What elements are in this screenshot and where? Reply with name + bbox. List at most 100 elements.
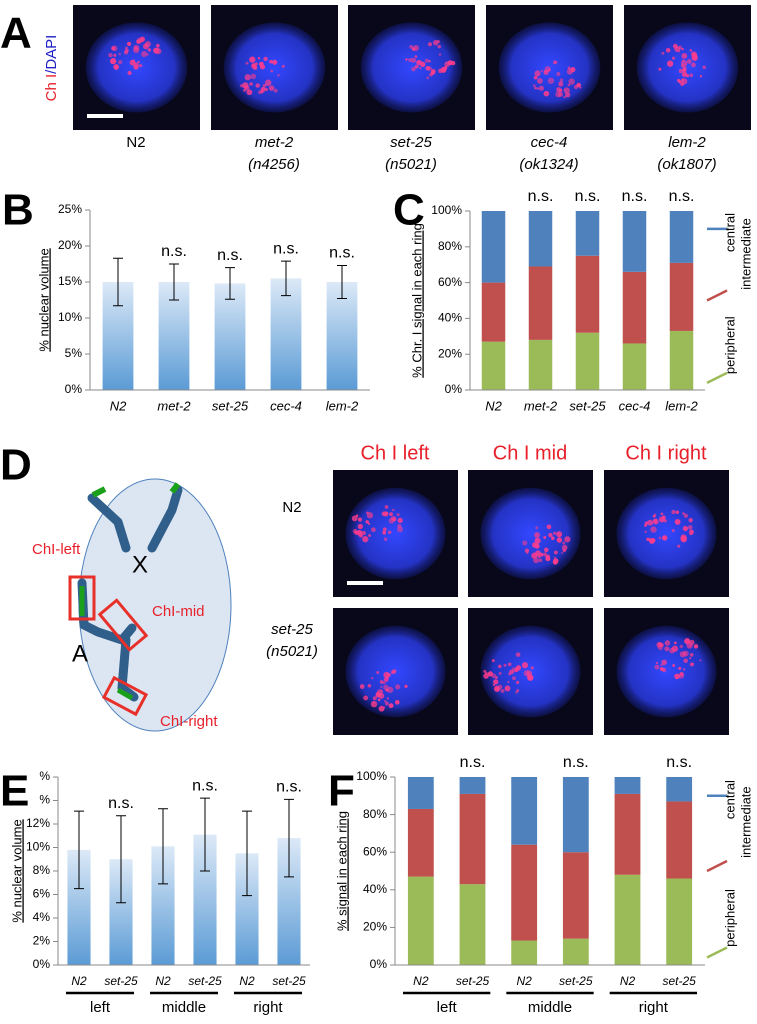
bar <box>67 849 91 965</box>
signal-spot <box>689 529 694 535</box>
signal-spot <box>137 60 140 64</box>
signal-spot <box>507 662 512 667</box>
allele: (ok1807) <box>657 156 716 173</box>
signal-spot <box>251 63 256 68</box>
probe-box <box>68 575 96 621</box>
x-tick-label: N2 <box>110 398 127 413</box>
signal-spot <box>244 74 251 81</box>
diagram-label: ChI-mid <box>152 603 205 620</box>
signal-spot <box>664 646 670 652</box>
group-label: left <box>437 999 458 1016</box>
y-tick-label: 5% <box>65 346 83 360</box>
signal-spot <box>535 550 541 557</box>
signal-spot <box>136 39 141 44</box>
signal-spot <box>559 78 564 83</box>
signal-spot <box>500 689 505 693</box>
signal-spot <box>652 518 659 525</box>
signal-spot <box>675 510 680 514</box>
signal-spot <box>658 536 662 540</box>
signal-spot <box>419 66 422 69</box>
signal-spot <box>111 46 116 51</box>
signal-spot <box>674 519 681 525</box>
signal-spot <box>431 71 435 75</box>
signal-spot <box>689 653 694 657</box>
x-tick-label: met-2 <box>524 398 558 413</box>
y-tick-label: 60% <box>438 275 462 289</box>
signal-spot <box>404 684 408 688</box>
signal-spot <box>397 526 403 533</box>
y-tick-label: 10% <box>26 840 50 854</box>
signal-spot <box>438 53 442 56</box>
signal-spot <box>257 57 261 60</box>
signal-spot <box>408 58 412 62</box>
signal-spot <box>370 700 378 708</box>
signal-spot <box>521 662 529 669</box>
signal-spot <box>530 666 534 670</box>
row-label: set-25 <box>271 621 313 638</box>
signal-spot <box>532 84 536 87</box>
signal-spot <box>414 55 418 58</box>
signal-spot <box>544 547 549 553</box>
signal-spot <box>386 697 390 700</box>
signal-spot <box>679 651 686 658</box>
signal-spot <box>386 686 394 693</box>
bar-segment <box>614 777 641 794</box>
caption: N2 <box>126 134 145 151</box>
signal-spot <box>110 58 117 65</box>
signal-spot <box>689 639 695 645</box>
stain-ch: Ch I <box>43 74 60 102</box>
signal-spot <box>553 550 558 555</box>
caption: set-25 <box>390 134 432 151</box>
signal-spot <box>649 538 655 544</box>
signal-spot <box>685 74 690 78</box>
bar-segment <box>528 339 553 390</box>
signal-spot <box>498 664 502 669</box>
signal-spot <box>383 677 389 682</box>
signal-spot <box>689 657 692 660</box>
signal-spot <box>678 68 683 74</box>
signal-spot <box>555 91 562 98</box>
signal-spot <box>391 508 395 512</box>
bar-segment <box>669 211 694 263</box>
signal-spot <box>362 536 369 543</box>
signal-spot <box>515 665 522 671</box>
signal-spot <box>561 551 564 555</box>
signal-spot <box>255 83 260 88</box>
annotation: n.s. <box>669 188 695 205</box>
x-chromosome <box>87 485 183 553</box>
signal-spot <box>141 51 148 58</box>
y-tick-label: 20% <box>363 920 387 934</box>
x-tick-label: N2 <box>516 974 532 988</box>
signal-spot <box>547 77 555 84</box>
bar-segment <box>459 793 486 885</box>
signal-spot <box>379 680 384 684</box>
signal-spot <box>363 695 369 701</box>
diagram-label: ChI-right <box>160 713 218 730</box>
x-tick-label: lem-2 <box>665 398 698 413</box>
bar-segment <box>614 874 641 965</box>
y-tick-label: 12% <box>26 816 50 830</box>
error-bar <box>225 267 235 300</box>
error-bar <box>169 263 179 301</box>
y-tick-label: 20% <box>438 346 462 360</box>
signal-spot <box>682 525 689 532</box>
signal-spot <box>388 703 394 709</box>
signal-spot <box>661 535 668 541</box>
annotation: n.s. <box>622 188 648 205</box>
panel-letter: F <box>328 767 355 816</box>
bar <box>109 859 133 965</box>
error-bar <box>158 808 168 885</box>
signal-spot <box>436 39 441 44</box>
column-header: Ch I left <box>361 442 430 464</box>
annotation: n.s. <box>217 247 243 264</box>
signal-spot <box>516 689 520 692</box>
signal-spot <box>269 59 273 64</box>
signal-spot <box>258 90 262 95</box>
signal-spot <box>684 638 691 645</box>
x-tick-label: N2 <box>413 974 429 988</box>
bar-segment <box>511 777 538 845</box>
signal-spot <box>263 56 268 62</box>
signal-spot <box>416 59 422 66</box>
signal-spot <box>359 684 365 689</box>
error-bar <box>242 810 252 897</box>
